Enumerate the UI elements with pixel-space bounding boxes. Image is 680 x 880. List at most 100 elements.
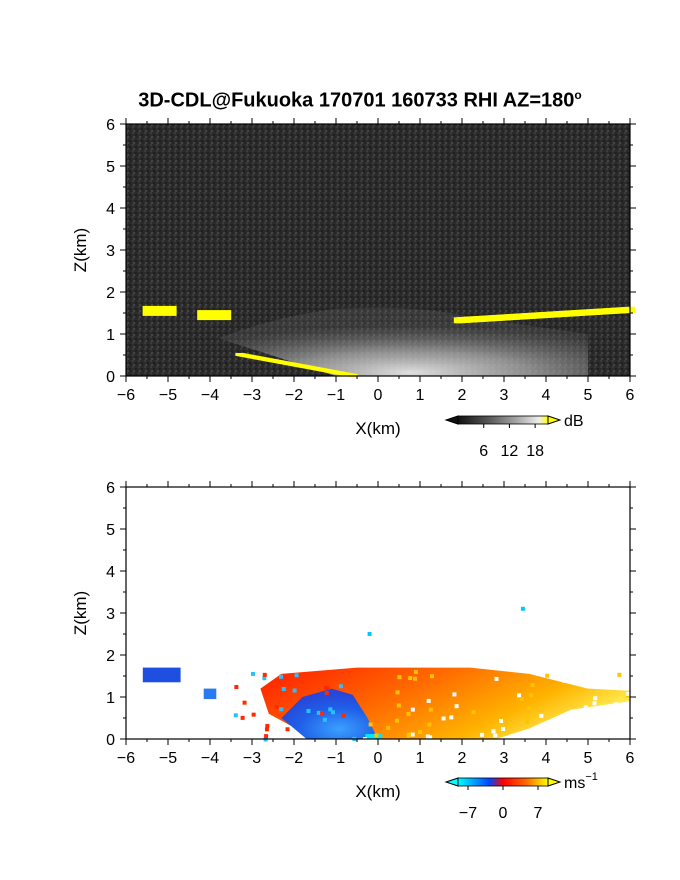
velocity-pixel bbox=[592, 701, 597, 706]
feature-isolated-echo-1 bbox=[367, 632, 372, 636]
colorbar-unit: ms−1 bbox=[564, 771, 598, 792]
x-tick-label: 4 bbox=[542, 750, 551, 767]
velocity-pixel bbox=[413, 676, 418, 681]
feature-negative-patch-left bbox=[142, 667, 181, 683]
x-tick-label: 1 bbox=[416, 387, 425, 404]
x-tick-label: −6 bbox=[117, 387, 135, 404]
velocity-pixel bbox=[278, 674, 283, 679]
velocity-pixel bbox=[274, 704, 279, 709]
velocity-pixel bbox=[374, 733, 379, 738]
colorbar-tick-label: 0 bbox=[499, 805, 508, 822]
velocity-pixel bbox=[306, 709, 311, 714]
velocity-pixel bbox=[452, 692, 457, 697]
x-tick-label: −1 bbox=[327, 387, 345, 404]
velocity-pixel bbox=[279, 707, 284, 712]
velocity-pixel bbox=[395, 690, 400, 695]
velocity-pixel bbox=[406, 712, 411, 717]
velocity-pixel bbox=[479, 732, 484, 737]
velocity-pixel bbox=[408, 675, 413, 680]
velocity-pixel bbox=[386, 725, 391, 730]
y-tick-label: 1 bbox=[106, 690, 115, 707]
velocity-pixel bbox=[281, 686, 286, 691]
velocity-pixel bbox=[494, 676, 499, 681]
y-axis: 0 1 2 3 4 5 6 Z(km) bbox=[71, 480, 636, 749]
velocity-pixel bbox=[264, 734, 269, 739]
y-tick-label: 5 bbox=[106, 522, 115, 539]
x-tick-label: −5 bbox=[159, 750, 177, 767]
plot-content bbox=[142, 305, 635, 377]
velocity-pixel bbox=[617, 672, 622, 677]
y-tick-label: 1 bbox=[106, 327, 115, 344]
velocity-pixel bbox=[251, 712, 256, 717]
x-tick-label: 2 bbox=[458, 750, 467, 767]
x-tick-label: 3 bbox=[500, 387, 509, 404]
x-tick-label: 2 bbox=[458, 387, 467, 404]
feature-saturated-patch-left bbox=[142, 305, 177, 316]
velocity-pixel bbox=[396, 703, 401, 708]
velocity-pixel bbox=[250, 671, 255, 676]
x-tick-label: 5 bbox=[584, 750, 593, 767]
velocity-pixel bbox=[593, 696, 598, 701]
x-tick-label: −2 bbox=[285, 750, 303, 767]
y-axis: 0 1 2 3 4 5 6 Z(km) bbox=[71, 117, 636, 386]
velocity-pixel bbox=[292, 688, 297, 693]
velocity-pixel bbox=[530, 683, 535, 688]
feature-cyan-base bbox=[365, 733, 383, 739]
colorbar-tick-label: 18 bbox=[526, 443, 544, 460]
colorbar-unit: dB bbox=[564, 413, 584, 430]
y-tick-label: 4 bbox=[106, 201, 115, 218]
velocity-pixel bbox=[491, 729, 496, 734]
colorbar-max-arrow bbox=[547, 777, 562, 787]
velocity-pixel bbox=[588, 720, 593, 725]
velocity-pixel bbox=[525, 719, 530, 724]
degree-superscript: o bbox=[574, 88, 582, 102]
velocity-pixel bbox=[331, 710, 336, 715]
y-tick-label: 3 bbox=[106, 243, 115, 260]
velocity-pixel bbox=[626, 691, 631, 696]
x-tick-label: −1 bbox=[327, 750, 345, 767]
velocity-pixel bbox=[517, 693, 522, 698]
velocity-pixel bbox=[501, 726, 506, 731]
velocity-pixel bbox=[525, 714, 530, 719]
x-axis: −6 −5 −4 −3 −2 −1 0 1 2 3 4 5 6 X(km) bbox=[117, 118, 635, 438]
velocity-pixel bbox=[262, 676, 267, 681]
velocity-pixel bbox=[320, 711, 325, 716]
x-tick-label: −3 bbox=[243, 750, 261, 767]
velocity-pixel bbox=[394, 718, 399, 723]
y-tick-label: 2 bbox=[106, 285, 115, 302]
velocity-pixel bbox=[612, 715, 617, 720]
x-tick-label: 4 bbox=[542, 387, 551, 404]
plot-content bbox=[142, 606, 631, 742]
velocity-pixel bbox=[608, 681, 613, 686]
feature-isolated-echo-2 bbox=[520, 606, 525, 611]
colorbar-min-arrow bbox=[444, 777, 459, 787]
velocity-pixel bbox=[584, 671, 589, 676]
x-tick-label: 6 bbox=[626, 387, 635, 404]
velocity-pixel bbox=[294, 673, 299, 678]
velocity-pixel bbox=[285, 727, 290, 732]
velocity-pixel bbox=[428, 735, 433, 740]
velocity-pixel bbox=[341, 713, 346, 718]
velocity-pixel bbox=[328, 707, 333, 712]
x-tick-label: 3 bbox=[500, 750, 509, 767]
y-tick-label: 2 bbox=[106, 648, 115, 665]
velocity-pixel bbox=[265, 723, 270, 728]
feature-echo-dome bbox=[218, 307, 588, 376]
x-tick-label: 6 bbox=[626, 750, 635, 767]
velocity-pixel bbox=[519, 696, 524, 701]
velocity-pixel bbox=[338, 684, 343, 689]
velocity-pixel bbox=[428, 707, 433, 712]
velocity-pixel bbox=[583, 705, 588, 710]
y-axis-label: Z(km) bbox=[71, 591, 90, 635]
y-tick-label: 5 bbox=[106, 159, 115, 176]
velocity-pixel bbox=[613, 702, 618, 707]
y-tick-label: 0 bbox=[106, 732, 115, 749]
x-tick-label: 0 bbox=[374, 387, 383, 404]
velocity-pixel bbox=[427, 722, 432, 727]
velocity-pixel bbox=[322, 717, 327, 722]
colorbar-tick-label: 12 bbox=[501, 443, 519, 460]
colorbar-tick-label: 7 bbox=[534, 805, 543, 822]
velocity-pixel bbox=[233, 713, 238, 718]
colorbar-tick-label: −7 bbox=[459, 805, 477, 822]
